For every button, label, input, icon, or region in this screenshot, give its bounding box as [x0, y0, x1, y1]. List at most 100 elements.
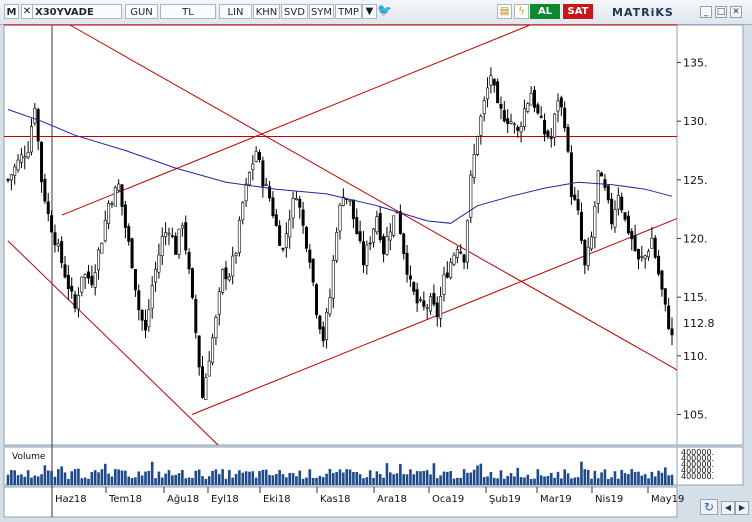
folder-icon[interactable]: ▤ — [497, 4, 512, 19]
candle-body — [140, 310, 144, 321]
volume-bar — [254, 477, 258, 485]
svd-button[interactable]: SVD — [281, 4, 308, 19]
volume-bar — [43, 465, 47, 485]
volume-bar — [228, 469, 231, 485]
candle-body — [40, 141, 44, 183]
volume-bar — [60, 466, 63, 485]
candle-body — [432, 292, 436, 305]
x-tick-label: Kas18 — [320, 494, 350, 505]
x-tick-label: Haz18 — [55, 494, 87, 505]
candle-body — [73, 294, 77, 309]
volume-bar — [268, 474, 271, 485]
candle-body — [291, 198, 295, 219]
candle-body — [647, 250, 651, 258]
volume-bar — [67, 478, 70, 485]
sell-button[interactable]: SAT — [563, 4, 593, 19]
volume-bar — [36, 476, 40, 485]
volume-bar — [194, 470, 198, 485]
lightning-icon[interactable]: ϟ — [514, 4, 529, 19]
volume-bar — [291, 473, 295, 485]
candle-body — [405, 252, 409, 275]
candle-body — [667, 305, 671, 329]
candle-body — [107, 203, 111, 224]
volume-bar — [496, 478, 499, 485]
volume-bar — [288, 473, 291, 485]
volume-bar — [204, 478, 208, 485]
buy-button[interactable]: AL — [530, 4, 560, 19]
volume-bar — [570, 478, 573, 485]
dropdown-arrow-icon[interactable]: ▼ — [362, 4, 377, 19]
candle-body — [43, 178, 47, 202]
x-tick-label: May19 — [651, 494, 684, 505]
volume-bar — [543, 476, 546, 485]
candle-body — [211, 337, 215, 363]
maximize-icon[interactable]: □ — [715, 6, 727, 18]
window-close-icon[interactable]: ✕ — [730, 6, 742, 18]
minimize-icon[interactable]: _ — [700, 6, 712, 18]
candle-body — [133, 269, 137, 291]
volume-bar — [593, 470, 597, 485]
volume-bar — [389, 472, 392, 485]
candle-body — [60, 241, 64, 264]
candle-body — [593, 206, 597, 238]
candle-body — [385, 236, 389, 255]
candle-body — [318, 315, 322, 330]
volume-bar — [16, 475, 20, 485]
candle-body — [630, 231, 634, 240]
y-tick-label: 125. — [683, 174, 708, 187]
menu-button[interactable]: M — [4, 4, 19, 19]
khn-button[interactable]: KHN — [253, 4, 280, 19]
x-tick-label: Tem18 — [108, 494, 142, 505]
upper-channel-line — [61, 24, 531, 216]
candle-body — [76, 295, 80, 310]
candle-body — [633, 235, 637, 251]
volume-bar — [110, 476, 114, 485]
y-tick-label: 105. — [683, 408, 708, 421]
candle-body — [533, 89, 537, 108]
candle-body — [298, 198, 302, 208]
volume-bar — [187, 477, 191, 485]
candle-body — [197, 335, 201, 368]
candle-body — [331, 260, 335, 299]
volume-bar — [274, 473, 278, 485]
candle-body — [435, 302, 439, 318]
refresh-icon[interactable]: ↻ — [700, 499, 718, 515]
period-button[interactable]: GUN — [125, 4, 158, 19]
candle-body — [147, 309, 151, 328]
candles — [6, 67, 674, 400]
x-tick-label: Mar19 — [540, 494, 572, 505]
candle-body — [120, 184, 124, 207]
volume-bar — [140, 475, 144, 485]
volume-bar — [124, 470, 127, 485]
currency-button[interactable]: TL — [160, 4, 216, 19]
volume-bar — [633, 471, 637, 485]
volume-axis-label: 400000. — [681, 472, 714, 481]
candle-body — [177, 228, 181, 255]
volume-bar — [114, 469, 117, 485]
candle-body — [408, 275, 412, 280]
volume-axis-label: 400000. — [681, 466, 714, 475]
volume-bar — [586, 469, 590, 485]
volume-bar — [425, 470, 429, 485]
candle-body — [264, 183, 268, 186]
volume-bar — [315, 477, 318, 485]
x-tick-label: Şub19 — [489, 494, 521, 505]
scroll-left-icon[interactable]: ◀ — [721, 501, 735, 515]
candle-body — [600, 172, 604, 177]
volume-bar — [191, 477, 194, 485]
y-tick-label: 110. — [683, 350, 708, 363]
candle-body — [626, 215, 630, 234]
candle-body — [475, 136, 479, 155]
volume-bar — [184, 478, 188, 485]
twitter-icon[interactable]: 🐦 — [377, 3, 392, 17]
volume-bar — [670, 474, 674, 485]
volume-bar — [489, 472, 493, 485]
tmp-button[interactable]: TMP — [335, 4, 362, 19]
volume-bar — [301, 478, 305, 485]
symbol-field[interactable]: X30YVADE — [32, 4, 122, 19]
candle-body — [499, 104, 503, 109]
sym-button[interactable]: SYM — [309, 4, 334, 19]
line-button[interactable]: LIN — [219, 4, 252, 19]
scroll-right-icon[interactable]: ▶ — [735, 501, 749, 515]
